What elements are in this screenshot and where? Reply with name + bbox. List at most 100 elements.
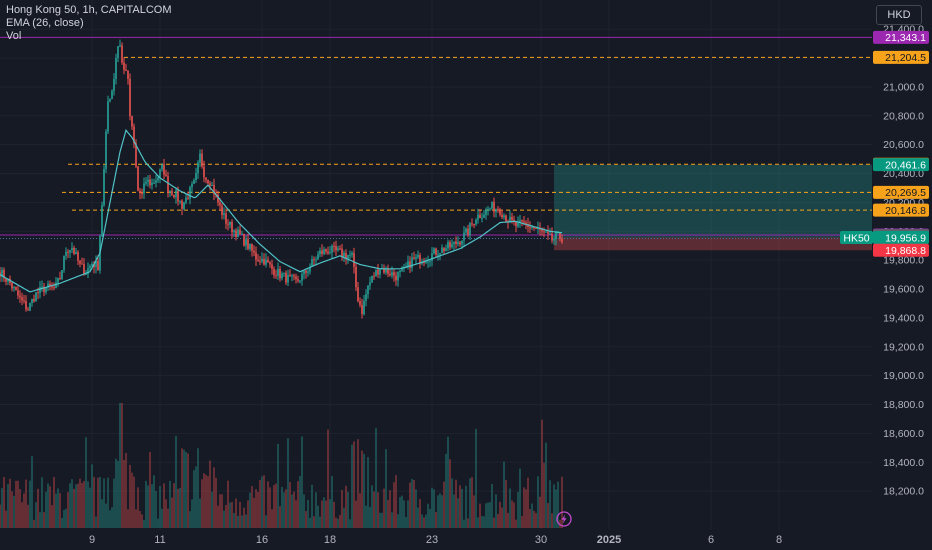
symbol-title[interactable]: Hong Kong 50, 1h, CAPITALCOM: [6, 4, 172, 16]
candle-body: [91, 263, 93, 266]
candle-body: [79, 260, 81, 264]
candle-body: [123, 62, 125, 70]
candle-body: [113, 79, 115, 91]
volume-bar: [441, 495, 443, 528]
candle-body: [451, 243, 453, 248]
volume-bar: [517, 491, 519, 528]
candle-body: [189, 187, 191, 199]
candle-body: [119, 45, 121, 47]
volume-bar: [203, 473, 205, 528]
ema-line: [0, 128, 563, 293]
volume-bar: [289, 481, 291, 528]
level-tag-label: 20,269.5: [885, 187, 926, 199]
candle-body: [151, 182, 153, 186]
candle-body: [187, 197, 189, 199]
candle-body: [535, 228, 537, 230]
volume-bar: [509, 488, 511, 528]
volume-bar: [255, 489, 257, 528]
price-tick-label: 19,200.0: [883, 341, 924, 353]
volume-bar: [39, 512, 41, 528]
volume-bar: [81, 482, 83, 528]
volume-bar: [537, 476, 539, 528]
volume-bar: [229, 502, 231, 528]
volume-bar: [417, 507, 419, 528]
candle-body: [277, 268, 279, 276]
candle-body: [401, 268, 403, 271]
candle-body: [307, 271, 309, 273]
candle-body: [217, 194, 219, 203]
candle-body: [261, 258, 263, 262]
candle-body: [199, 153, 201, 163]
volume-bar: [159, 486, 161, 528]
candle-body: [95, 260, 97, 268]
candle-body: [179, 200, 181, 202]
candle-body: [143, 183, 145, 194]
volume-bar: [145, 480, 147, 528]
volume-bar: [71, 479, 73, 528]
candle-body: [505, 215, 507, 222]
volume-bar: [287, 438, 289, 528]
candle-body: [299, 280, 301, 282]
candle-body: [27, 309, 29, 311]
volume-bar: [67, 492, 69, 528]
volume-bar: [53, 477, 55, 528]
volume-bar: [117, 460, 119, 528]
candle-body: [137, 166, 139, 191]
volume-bar: [23, 493, 25, 528]
level-tag-bg: [873, 185, 929, 199]
volume-bar: [0, 504, 1, 528]
volume-bar: [275, 483, 277, 528]
candle-body: [543, 231, 545, 233]
candle-body: [247, 239, 249, 249]
candle-body: [343, 252, 345, 257]
candle-body: [469, 223, 471, 235]
volume-bar: [267, 481, 269, 528]
volume-bar: [305, 511, 307, 528]
candle-body: [55, 282, 57, 289]
volume-bar: [33, 519, 35, 528]
volume-bar: [293, 491, 295, 528]
candle-body: [271, 264, 273, 269]
volume-bar: [407, 500, 409, 528]
volume-bar: [545, 442, 547, 528]
candle-body: [239, 229, 241, 235]
price-tick-label: 18,800.0: [883, 399, 924, 411]
candle-body: [177, 190, 179, 202]
candle-body: [245, 239, 247, 246]
candle-body: [389, 273, 391, 276]
volume-bar: [253, 497, 255, 528]
volume-bar: [257, 491, 259, 528]
stop-tag: 19,868.8: [873, 243, 929, 257]
level-tag-bg: [873, 203, 929, 217]
candle-body: [233, 230, 235, 233]
currency-button[interactable]: HKD: [876, 5, 922, 25]
volume-bar: [121, 403, 123, 528]
volume-bar: [261, 476, 263, 528]
volume-bar: [365, 505, 367, 528]
volume-bar: [435, 511, 437, 528]
candle-body: [491, 201, 493, 209]
price-tick-label: 19,000.0: [883, 370, 924, 382]
volume-bar: [195, 466, 197, 528]
price-tick-label: 19,800.0: [883, 255, 924, 267]
volume-bar: [329, 499, 331, 528]
volume-bar: [113, 478, 115, 528]
candle-body: [183, 202, 185, 209]
candle-body: [335, 246, 337, 251]
candle-body: [365, 294, 367, 301]
volume-legend[interactable]: Vol: [6, 30, 22, 42]
ema-legend[interactable]: EMA (26, close): [6, 17, 84, 29]
candle-body: [205, 177, 207, 180]
candle-body: [501, 214, 503, 218]
volume-bar: [291, 494, 293, 528]
lightning-icon[interactable]: [556, 511, 572, 527]
volume-bar: [29, 480, 31, 528]
volume-bar: [55, 493, 57, 528]
level-tag-label: 20,146.8: [885, 205, 926, 217]
candle-body: [449, 242, 451, 248]
candle-body: [287, 275, 289, 283]
time-axis[interactable]: 9 11 16 18 23 30 2025 6 8: [89, 534, 782, 546]
candle-body: [493, 201, 495, 212]
long-position-tool[interactable]: [554, 164, 872, 251]
